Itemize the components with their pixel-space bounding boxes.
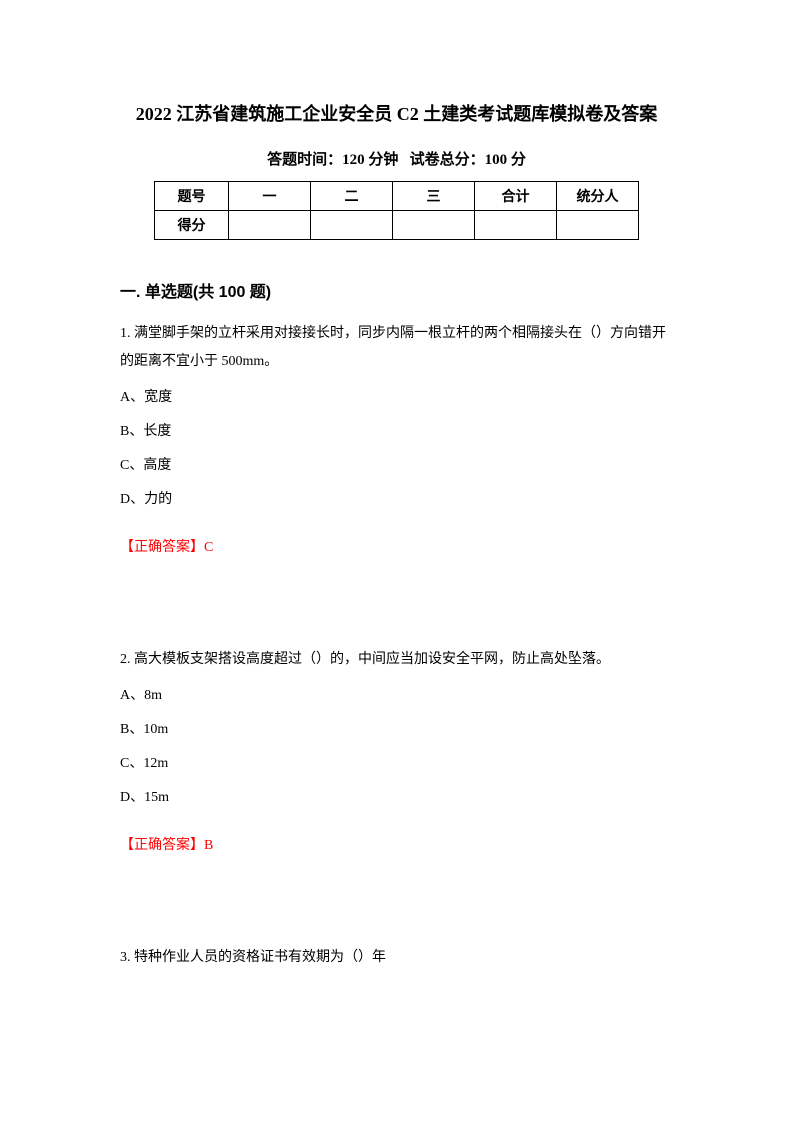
exam-info: 答题时间：120 分钟 试卷总分：100 分 <box>120 148 673 169</box>
option-d: D、力的 <box>120 486 673 514</box>
answer-text: 【正确答案】C <box>120 536 673 556</box>
header-cell: 一 <box>229 182 311 211</box>
time-label: 答题时间： <box>267 152 342 168</box>
score-cell <box>557 211 639 240</box>
option-c: C、高度 <box>120 452 673 480</box>
time-value: 120 分钟 <box>342 152 398 168</box>
question-text: 2. 高大模板支架搭设高度超过（）的，中间应当加设安全平网，防止高处坠落。 <box>120 646 673 674</box>
option-c: C、12m <box>120 750 673 778</box>
header-cell: 合计 <box>475 182 557 211</box>
score-table: 题号 一 二 三 合计 统分人 得分 <box>154 181 639 240</box>
section-header: 一. 单选题(共 100 题) <box>120 278 673 302</box>
score-value: 100 分 <box>485 152 526 168</box>
page-title: 2022 江苏省建筑施工企业安全员 C2 土建类考试题库模拟卷及答案 <box>120 100 673 126</box>
question-block: 3. 特种作业人员的资格证书有效期为（）年 <box>120 944 673 972</box>
score-cell <box>229 211 311 240</box>
option-a: A、宽度 <box>120 384 673 412</box>
question-text: 3. 特种作业人员的资格证书有效期为（）年 <box>120 944 673 972</box>
score-label: 试卷总分： <box>410 152 485 168</box>
table-row: 题号 一 二 三 合计 统分人 <box>155 182 639 211</box>
option-a: A、8m <box>120 682 673 710</box>
header-cell: 统分人 <box>557 182 639 211</box>
question-block: 2. 高大模板支架搭设高度超过（）的，中间应当加设安全平网，防止高处坠落。 A、… <box>120 646 673 854</box>
score-cell <box>475 211 557 240</box>
answer-text: 【正确答案】B <box>120 834 673 854</box>
option-b: B、10m <box>120 716 673 744</box>
row-label-cell: 得分 <box>155 211 229 240</box>
score-cell <box>393 211 475 240</box>
question-text: 1. 满堂脚手架的立杆采用对接接长时，同步内隔一根立杆的两个相隔接头在（）方向错… <box>120 320 673 376</box>
header-cell: 二 <box>311 182 393 211</box>
header-cell: 题号 <box>155 182 229 211</box>
option-d: D、15m <box>120 784 673 812</box>
question-block: 1. 满堂脚手架的立杆采用对接接长时，同步内隔一根立杆的两个相隔接头在（）方向错… <box>120 320 673 556</box>
score-cell <box>311 211 393 240</box>
header-cell: 三 <box>393 182 475 211</box>
table-row: 得分 <box>155 211 639 240</box>
option-b: B、长度 <box>120 418 673 446</box>
